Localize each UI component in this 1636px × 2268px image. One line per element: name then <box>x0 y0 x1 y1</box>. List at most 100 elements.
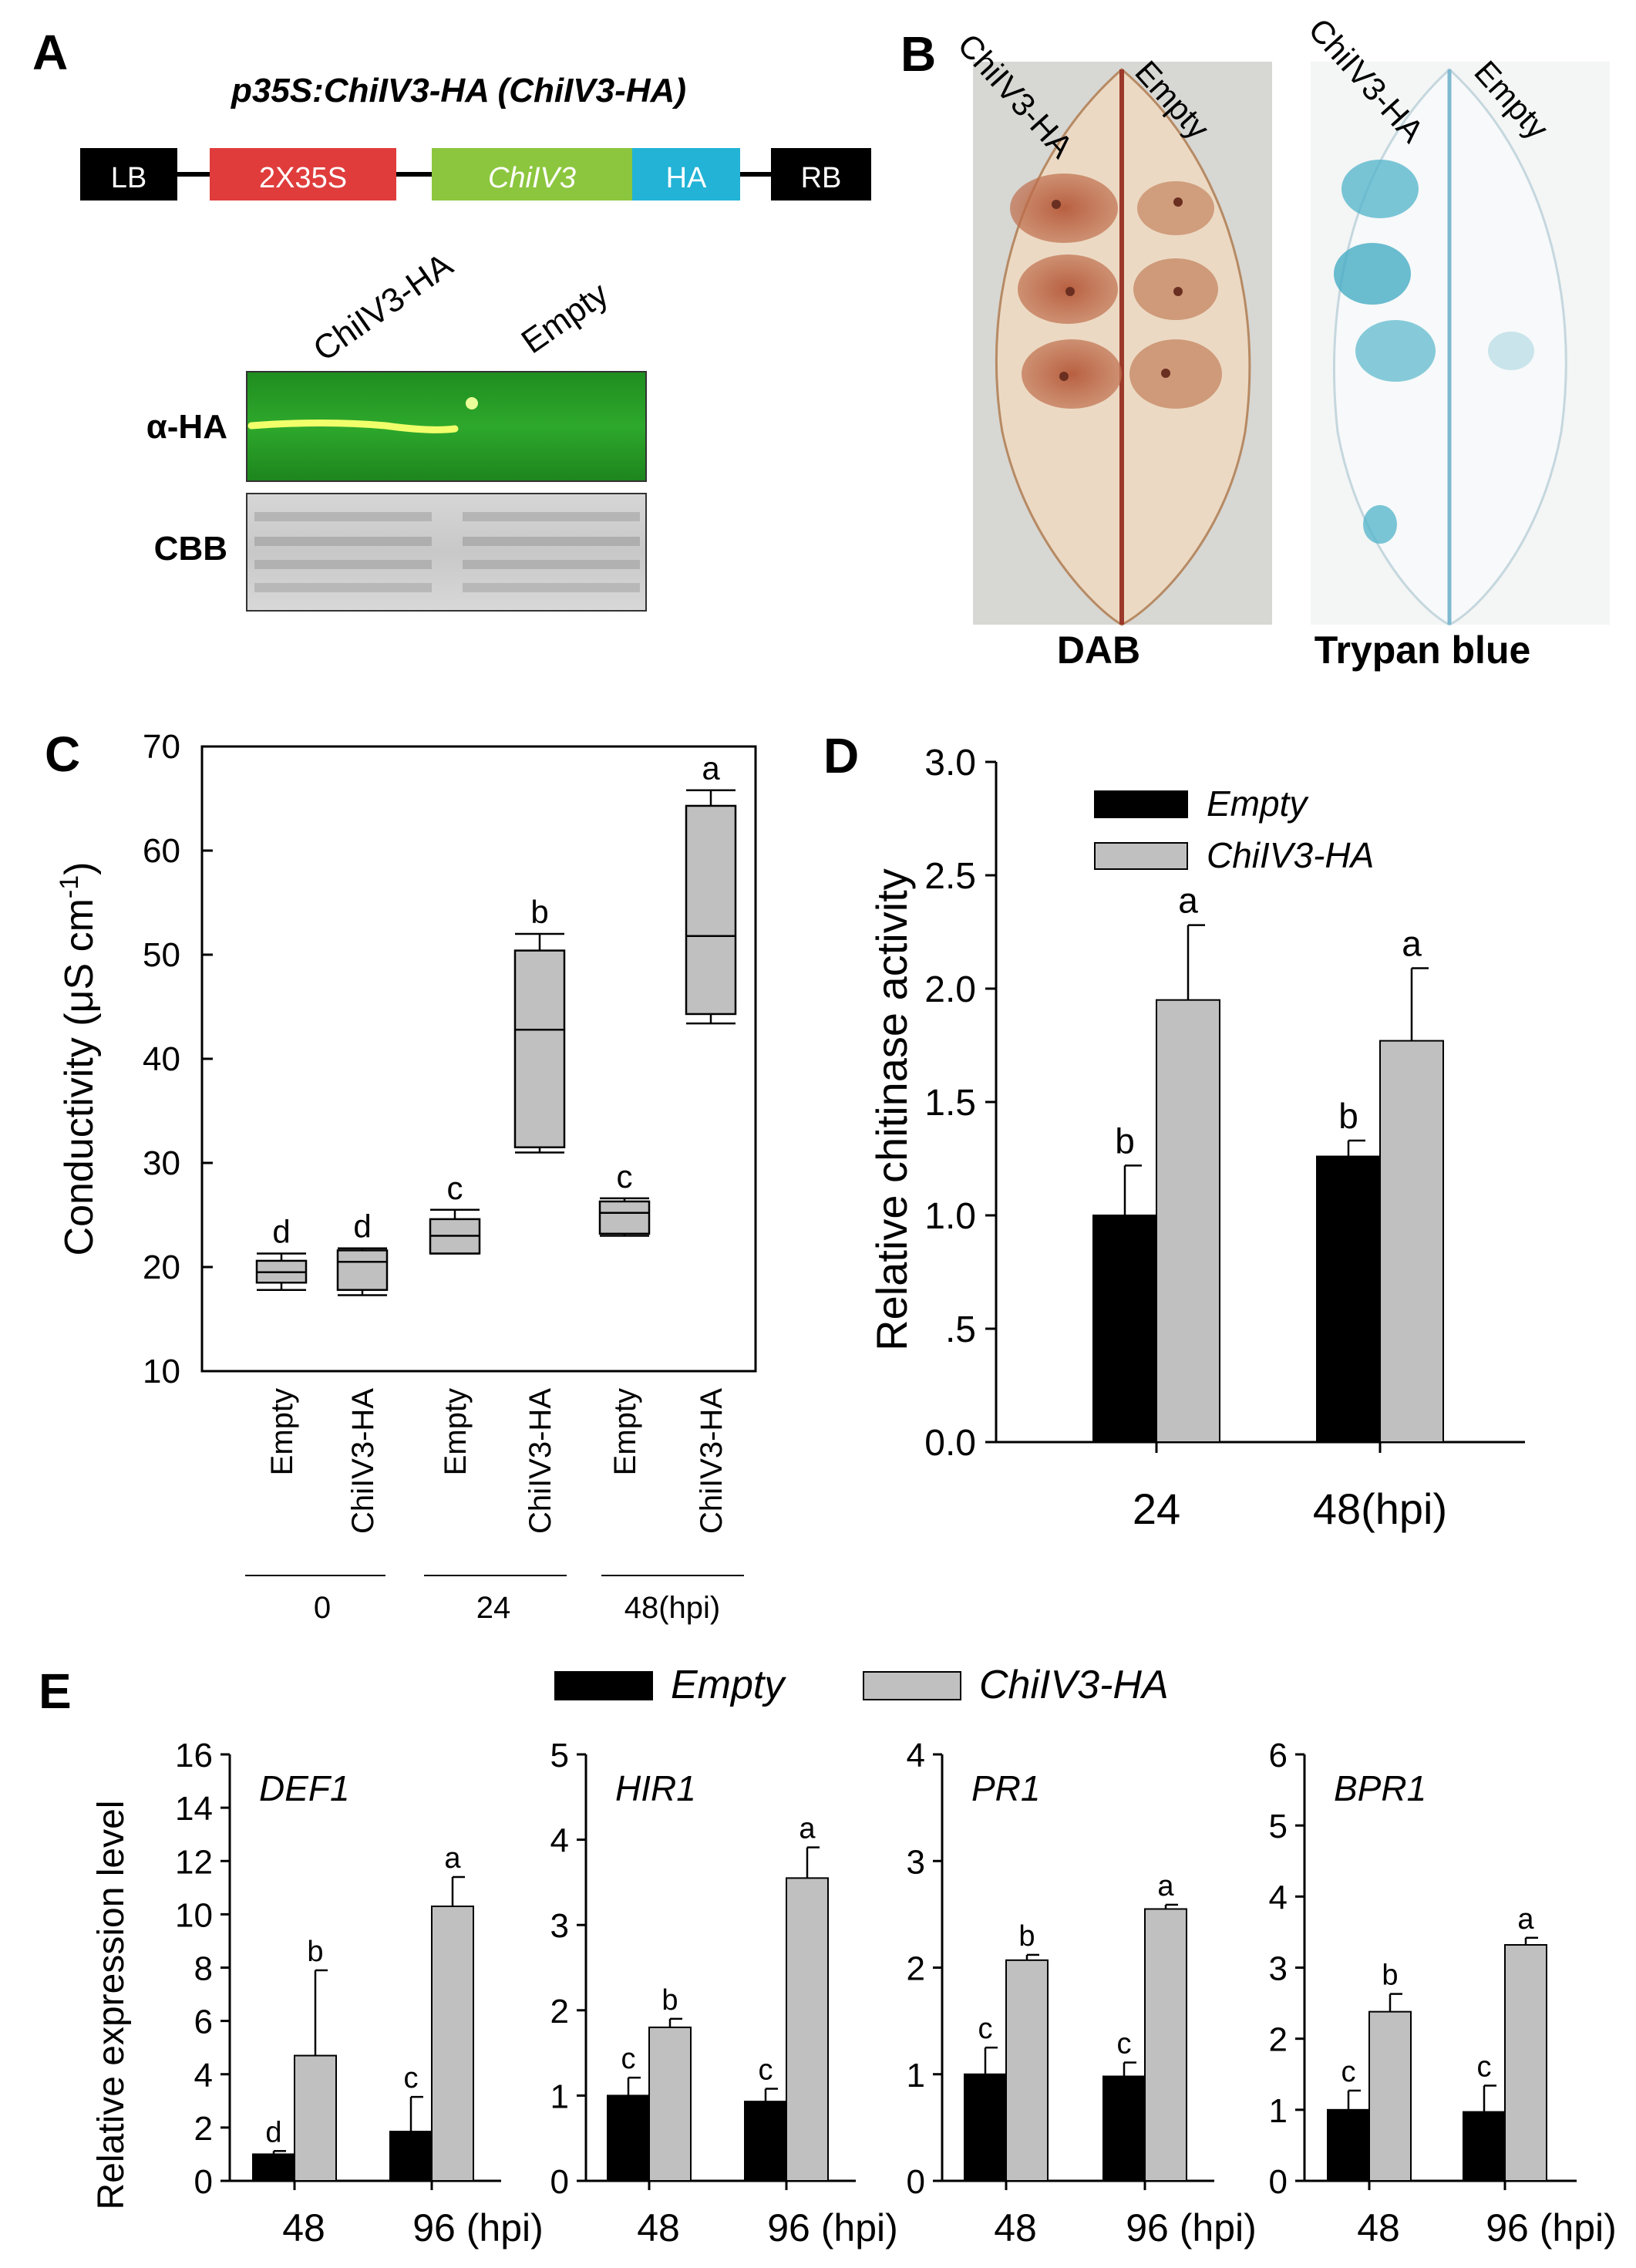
e-ytick-label: 12 <box>175 1843 213 1881</box>
e-ytick-label: 5 <box>550 1737 569 1774</box>
c-box-body <box>336 1249 389 1291</box>
d-ylabel: Relative chitinase activity <box>867 868 916 1351</box>
e-bar-empty <box>389 2131 433 2182</box>
e-ytick-label: 2 <box>550 1993 569 2030</box>
d-sig-letter: a <box>1178 881 1198 921</box>
blot-lane-label-empty: Empty <box>515 275 615 362</box>
e-bar-chiiv3 <box>1005 1959 1049 2182</box>
panel-e-label: E <box>39 1663 72 1719</box>
e-ytick-label: 4 <box>1269 1879 1288 1916</box>
e-ytick-label: 8 <box>194 1950 213 1988</box>
e-sig-letter: b <box>307 1936 323 1968</box>
c-box-3: c <box>429 1170 481 1255</box>
leaf-dab-caption: DAB <box>1057 629 1140 672</box>
panel-c-label: C <box>45 726 80 782</box>
c-sig-letter: d <box>272 1213 290 1249</box>
c-sig-letter: b <box>530 894 548 930</box>
c-xtick-label: ChiIV3-HA <box>523 1388 557 1534</box>
e-xtick-label: 96 (hpi) <box>1126 2206 1257 2249</box>
c-ytick-label: 60 <box>143 832 180 870</box>
d-sig-letter: b <box>1338 1096 1358 1136</box>
e-sig-letter: a <box>799 1813 816 1845</box>
e-ytick-label: 10 <box>175 1896 213 1934</box>
e-ytick-label: 1 <box>907 2057 925 2094</box>
e-xtick-label: 96 (hpi) <box>412 2206 544 2249</box>
e-ytick-label: 14 <box>175 1790 213 1828</box>
e-legend-swatch-empty <box>554 1671 653 1700</box>
c-ylabel: Conductivity (μS cm-1) <box>55 862 102 1256</box>
c-box-6: a <box>685 750 737 1025</box>
e-ytick-label: 0 <box>1269 2163 1288 2201</box>
e-bar-chiiv3 <box>1368 2010 1412 2182</box>
e-xtick-label: 48 <box>282 2206 325 2249</box>
e-sig-letter: a <box>1157 1870 1174 1902</box>
leaf-dab-image <box>973 62 1272 626</box>
c-box-body <box>513 949 566 1148</box>
d-xtick-label: 24 <box>1133 1484 1180 1533</box>
panel-a: A p35S:ChiIV3-HA (ChiIV3-HA) LB 2X35S Ch… <box>32 25 871 612</box>
panel-d: D 0.0 .5 1.0 1.5 2.0 2.5 3.0 Relative chitinase… <box>823 728 1525 1533</box>
e-sig-letter: d <box>265 2116 281 2148</box>
e-subplot-pr1: 0 1 2 3 4 PR1 48 c b 96 (hpi) c a <box>907 1737 1257 2249</box>
d-legend: Empty ChiIV3-HA <box>1094 784 1374 875</box>
e-bar-empty <box>744 2101 787 2182</box>
e-bar-chiiv3 <box>431 1906 474 2182</box>
svg-text:ChiIV3: ChiIV3 <box>488 162 576 194</box>
c-xtick-label: ChiIV3-HA <box>695 1388 729 1534</box>
e-sig-letter: a <box>444 1842 461 1875</box>
e-bar-empty <box>1102 2075 1146 2182</box>
e-ytick-label: 2 <box>194 2110 213 2148</box>
svg-text:2X35S: 2X35S <box>259 162 347 194</box>
e-subplot-def1: 0 2 4 6 8 10 12 14 16 DEF1 48 d b 96 (hpi) c a <box>175 1737 544 2249</box>
c-ytick-label: 40 <box>143 1040 180 1078</box>
svg-text:HA: HA <box>666 162 707 194</box>
panel-b: B ChiIV3-HA Empty DAB <box>900 12 1610 672</box>
d-bar-chiiv3 <box>1379 1040 1444 1443</box>
e-ytick-label: 6 <box>194 2003 213 2041</box>
d-ytick-label: 1.5 <box>924 1083 976 1124</box>
e-bar-empty <box>607 2094 650 2182</box>
c-ytick-label: 70 <box>143 728 180 766</box>
leaf-trypan-image <box>1311 62 1610 626</box>
e-xtick-label: 96 (hpi) <box>1486 2206 1617 2249</box>
e-gene-title: HIR1 <box>615 1768 696 1808</box>
e-xtick-label: 48 <box>994 2206 1037 2249</box>
blot-lane-label-chiiv3: ChiIV3-HA <box>307 245 460 369</box>
d-legend-swatch-chiiv3 <box>1094 842 1188 870</box>
e-legend-label-empty: Empty <box>671 1663 786 1707</box>
d-bar-chiiv3 <box>1156 999 1220 1443</box>
d-sig-letter: a <box>1402 924 1422 964</box>
e-xtick-label: 96 (hpi) <box>767 2206 898 2249</box>
e-gene-title: DEF1 <box>259 1768 350 1808</box>
e-sig-letter: b <box>661 1984 678 2017</box>
e-bar-empty <box>964 2073 1007 2182</box>
d-sig-letter: b <box>1115 1121 1135 1161</box>
c-group-label: 48(hpi) <box>624 1591 721 1625</box>
construct-title: p35S:ChiIV3-HA (ChiIV3-HA) <box>231 72 686 110</box>
d-legend-swatch-empty <box>1094 790 1188 818</box>
e-bar-chiiv3 <box>786 1877 829 2182</box>
e-sig-letter: b <box>1382 1960 1398 1992</box>
e-ytick-label: 3 <box>1269 1950 1288 1988</box>
d-ytick-label: 1.0 <box>924 1196 976 1237</box>
e-ytick-label: 5 <box>1269 1808 1288 1845</box>
e-bar-empty <box>1327 2108 1370 2182</box>
c-ytick-label: 30 <box>143 1144 180 1182</box>
leaf-trypan-caption: Trypan blue <box>1315 629 1531 672</box>
e-ytick-label: 4 <box>194 2057 213 2094</box>
c-xtick-label: Empty <box>439 1388 473 1475</box>
e-subplot-bpr1: 0 1 2 3 4 5 6 BPR1 48 c b 96 (hpi) c a <box>1269 1737 1617 2249</box>
d-legend-label-chiiv3: ChiIV3-HA <box>1207 835 1374 875</box>
e-ytick-label: 2 <box>907 1950 925 1988</box>
e-sig-letter: c <box>404 2062 419 2094</box>
e-bar-chiiv3 <box>1144 1908 1187 2182</box>
e-ytick-label: 4 <box>907 1737 925 1774</box>
d-bar-empty <box>1092 1215 1157 1443</box>
c-ytick-label: 50 <box>143 936 180 974</box>
e-sig-letter: c <box>1477 2051 1492 2083</box>
c-xtick-label: Empty <box>608 1388 642 1475</box>
construct-part-lb: LB <box>80 148 177 201</box>
e-sig-letter: c <box>621 2043 636 2075</box>
